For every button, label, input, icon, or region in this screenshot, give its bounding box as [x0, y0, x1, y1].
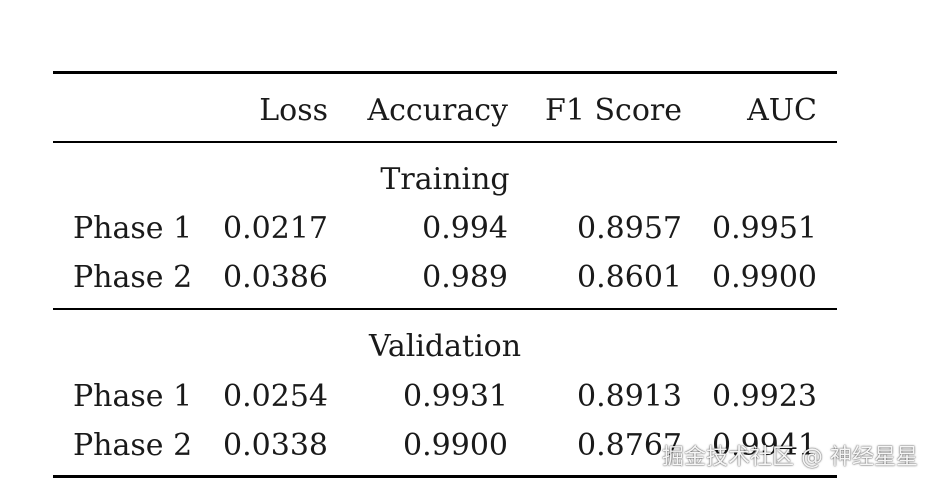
cell-loss: 0.0338	[223, 428, 328, 463]
watermark: 掘金技术社区 @ 神经星星	[662, 445, 918, 470]
header-loss: Loss	[259, 93, 328, 128]
cell-accuracy: 0.989	[422, 260, 508, 295]
row-label: Phase 2	[73, 260, 193, 295]
row-label: Phase 1	[73, 379, 193, 414]
cell-f1: 0.8767	[577, 428, 682, 463]
cell-accuracy: 0.9931	[403, 379, 508, 414]
header-auc: AUC	[747, 93, 817, 128]
cell-accuracy: 0.994	[422, 211, 508, 246]
cell-loss: 0.0386	[223, 260, 328, 295]
table-row: Phase 1 0.0254 0.9931 0.8913 0.9923	[53, 375, 837, 419]
cell-auc: 0.9951	[712, 211, 817, 246]
cell-f1: 0.8601	[577, 260, 682, 295]
cell-f1: 0.8913	[577, 379, 682, 414]
section-rule	[53, 308, 837, 310]
row-label: Phase 1	[73, 211, 193, 246]
table-row: Phase 1 0.0217 0.994 0.8957 0.9951	[53, 207, 837, 251]
header-f1-score: F1 Score	[545, 93, 682, 128]
row-label: Phase 2	[73, 428, 193, 463]
cell-accuracy: 0.9900	[403, 428, 508, 463]
cell-f1: 0.8957	[577, 211, 682, 246]
bottom-rule	[53, 475, 837, 478]
table-row: Phase 2 0.0386 0.989 0.8601 0.9900	[53, 256, 837, 300]
table-row: Phase 2 0.0338 0.9900 0.8767 0.9941	[53, 424, 837, 468]
header-accuracy: Accuracy	[367, 93, 508, 128]
header-row: Loss Accuracy F1 Score AUC	[53, 89, 837, 133]
cell-auc: 0.9941	[712, 428, 817, 463]
cell-auc: 0.9923	[712, 379, 817, 414]
section-title-training: Training	[380, 162, 510, 197]
cell-auc: 0.9900	[712, 260, 817, 295]
cell-loss: 0.0217	[223, 211, 328, 246]
top-rule	[53, 71, 837, 74]
cell-loss: 0.0254	[223, 379, 328, 414]
section-title-validation: Validation	[368, 329, 522, 364]
header-rule	[53, 141, 837, 143]
